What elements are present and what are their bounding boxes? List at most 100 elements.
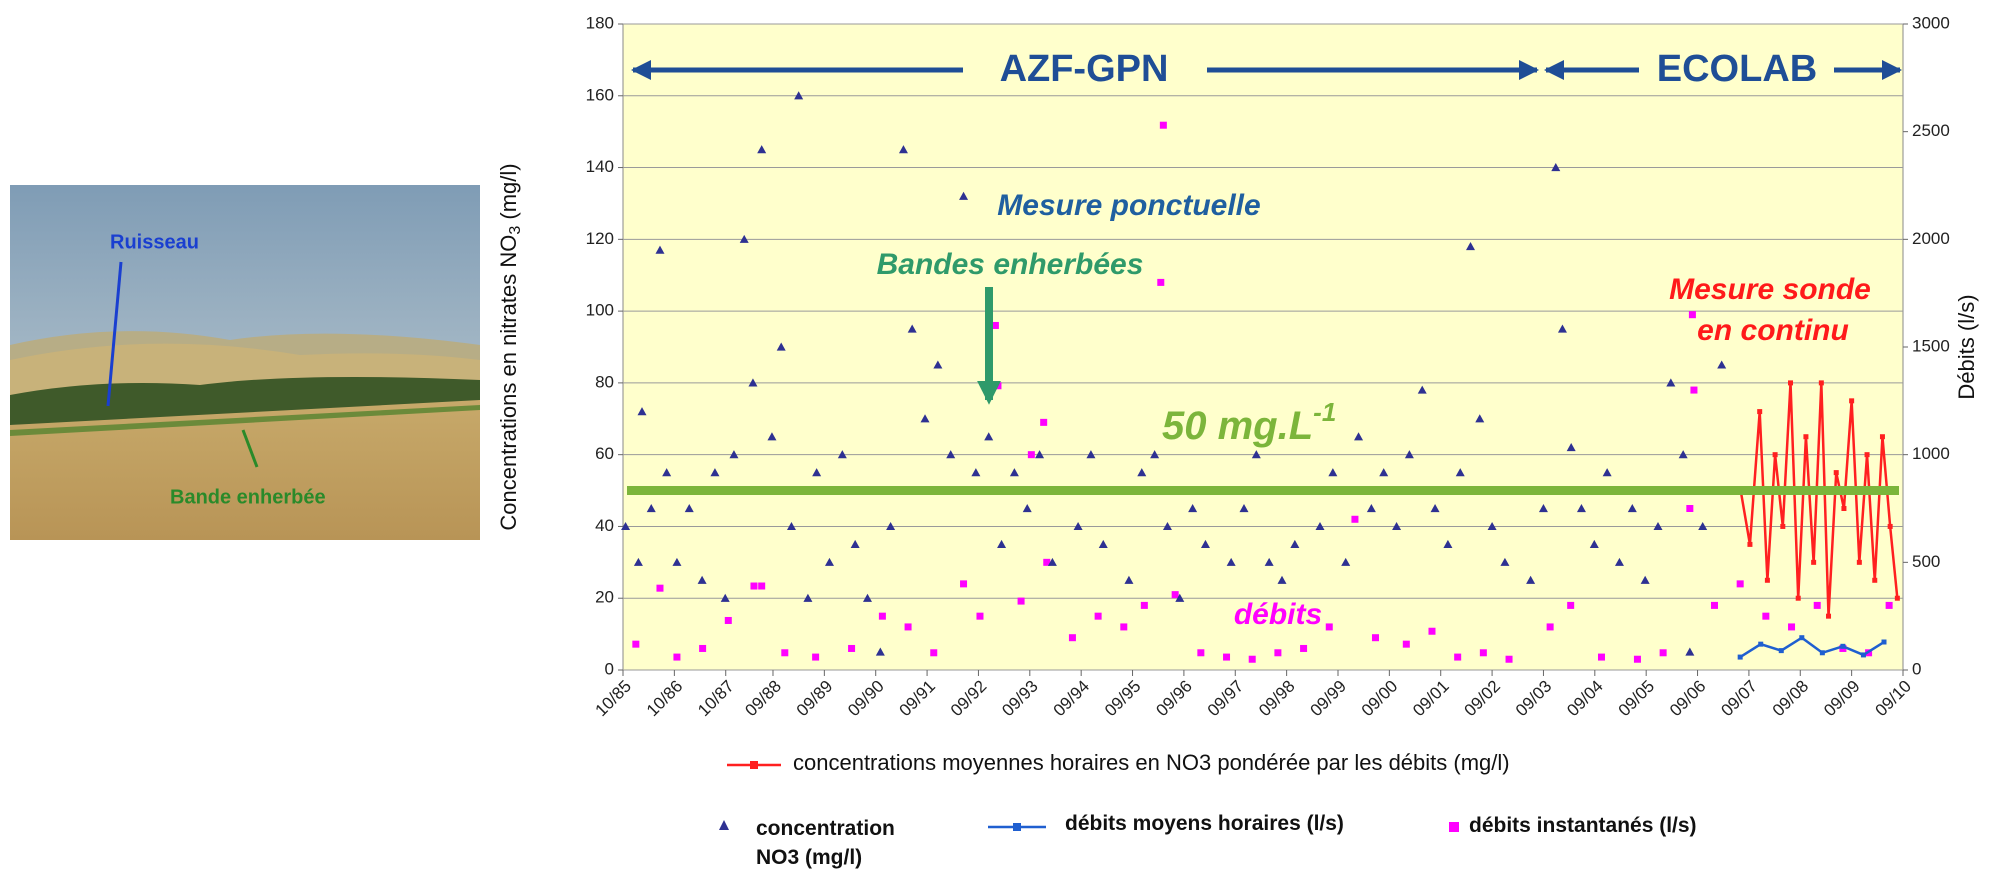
data-point <box>1124 575 1134 584</box>
data-point <box>848 644 856 652</box>
data-point <box>1047 557 1057 566</box>
data-point <box>767 432 777 441</box>
data-point <box>1885 601 1893 609</box>
data-point <box>1887 523 1893 529</box>
data-point <box>1840 643 1846 649</box>
data-point <box>1833 470 1839 476</box>
data-point <box>1248 655 1256 663</box>
data-point <box>1826 613 1832 619</box>
y-axis-label-unit: (mg/l) <box>496 163 521 225</box>
x-tick-label: 10/86 <box>643 677 687 721</box>
data-point <box>1475 414 1485 423</box>
data-point <box>907 324 917 333</box>
data-point <box>781 649 789 657</box>
data-point <box>946 450 956 459</box>
data-point <box>1576 504 1586 513</box>
data-point <box>1589 539 1599 548</box>
data-point <box>1027 451 1035 459</box>
y2-tick-label: 1500 <box>1912 336 1950 355</box>
data-point <box>1137 468 1147 477</box>
data-point <box>991 321 999 329</box>
data-point <box>1849 398 1855 404</box>
data-point <box>1430 504 1440 513</box>
data-point <box>1455 468 1465 477</box>
data-point <box>1226 557 1236 566</box>
x-tick-label: 09/91 <box>896 677 940 721</box>
data-point <box>812 468 822 477</box>
data-point <box>646 504 656 513</box>
data-point <box>1653 521 1663 531</box>
data-point <box>1686 505 1694 512</box>
x-tick-label: 09/93 <box>998 677 1042 721</box>
data-point <box>699 644 707 652</box>
data-point <box>1264 557 1274 566</box>
annotation: Bandes enherbées <box>877 248 1144 281</box>
data-point <box>1747 541 1753 547</box>
data-point <box>812 653 820 661</box>
data-point <box>1402 640 1410 648</box>
data-point <box>1017 597 1025 605</box>
y-tick-label: 40 <box>595 516 614 535</box>
data-point <box>920 414 930 423</box>
data-point <box>1758 641 1764 647</box>
data-point <box>1159 121 1167 129</box>
data-point <box>632 640 640 648</box>
legend-symbol <box>1013 823 1021 831</box>
data-point <box>1035 450 1045 459</box>
data-point <box>1009 468 1019 477</box>
data-point <box>1566 442 1576 452</box>
data-point <box>1688 311 1696 319</box>
data-point <box>1300 644 1308 652</box>
legend-label: débits instantanés (l/s) <box>1469 814 1697 837</box>
y-axis-label: Concentrations en nitrates NO3 (mg/l) <box>496 163 524 530</box>
legend-label: concentration NO3 (mg/l) <box>756 817 895 869</box>
data-point <box>1120 623 1128 631</box>
photo-arrow <box>106 261 123 407</box>
data-point <box>748 378 758 387</box>
data-point <box>1772 452 1778 458</box>
x-tick-label: 09/89 <box>793 677 837 721</box>
data-point <box>1274 649 1282 657</box>
x-tick-label: 09/08 <box>1769 677 1813 721</box>
data-point <box>1171 591 1179 599</box>
data-point <box>724 616 732 624</box>
data-point <box>758 582 766 590</box>
data-point <box>959 191 969 200</box>
data-point <box>1094 612 1102 620</box>
data-point <box>1762 612 1770 620</box>
data-point <box>697 575 707 584</box>
data-point <box>1068 634 1076 642</box>
data-point <box>720 593 730 602</box>
data-point <box>824 557 834 566</box>
data-point <box>1366 504 1376 513</box>
data-point <box>1690 386 1698 394</box>
y-tick-label: 80 <box>595 372 614 391</box>
data-point <box>960 580 968 588</box>
data-point <box>803 593 813 602</box>
data-point <box>1597 653 1605 661</box>
data-point <box>850 539 860 548</box>
data-point <box>1811 559 1817 565</box>
data-point <box>710 468 720 477</box>
data-point <box>673 653 681 661</box>
data-point <box>1175 593 1185 602</box>
data-point <box>684 504 694 513</box>
y-tick-label: 20 <box>595 588 614 607</box>
data-point <box>1251 450 1261 459</box>
data-point <box>837 450 847 459</box>
annotation: débits <box>1234 598 1322 631</box>
data-point <box>1698 521 1708 531</box>
y-axis-label-main: Concentrations en nitrates NO <box>496 235 521 531</box>
legend-symbol <box>1449 822 1459 832</box>
data-point <box>875 647 885 656</box>
threshold-label-sup: -1 <box>1313 397 1336 427</box>
data-point <box>1567 601 1575 609</box>
data-point <box>1633 655 1641 663</box>
data-point <box>672 557 682 566</box>
x-tick-label: 09/96 <box>1152 677 1196 721</box>
data-point <box>1150 450 1160 459</box>
threshold-label: 50 mg.L-1 <box>1162 397 1336 448</box>
data-point <box>898 145 908 154</box>
